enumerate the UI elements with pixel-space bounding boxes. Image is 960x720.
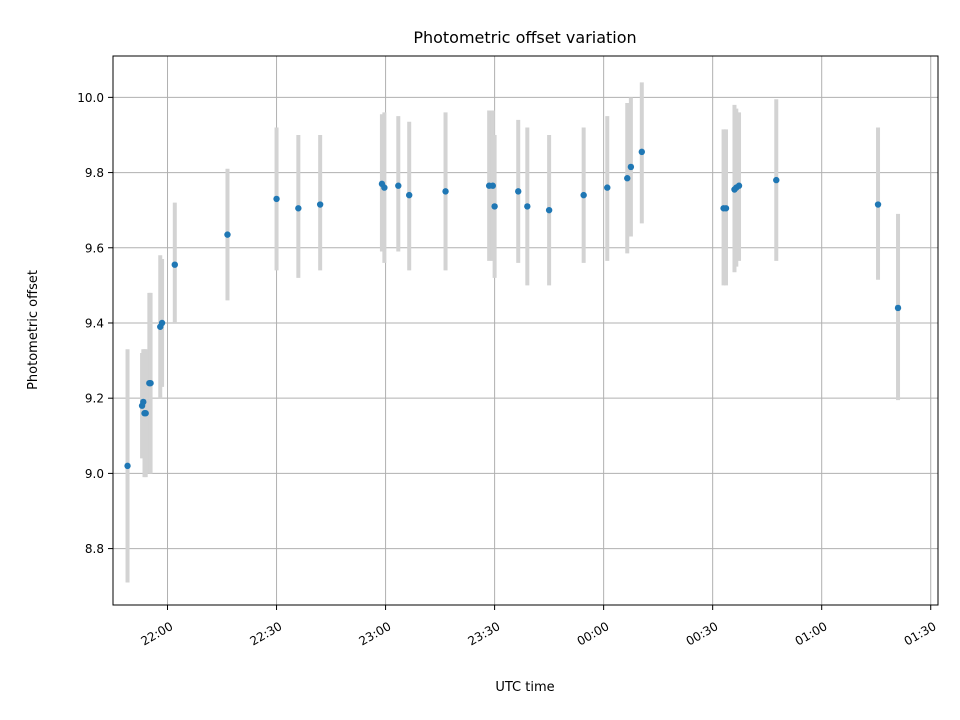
- chart-title: Photometric offset variation: [413, 28, 636, 47]
- data-point: [491, 203, 498, 210]
- x-tick-label: 23:30: [466, 619, 503, 648]
- data-point: [627, 163, 635, 171]
- y-tick-label: 9.4: [85, 316, 104, 330]
- data-point: [224, 231, 231, 238]
- x-axis-label: UTC time: [495, 680, 554, 695]
- data-point: [142, 410, 149, 417]
- x-tick-label: 22:30: [247, 619, 284, 648]
- data-point: [273, 195, 280, 203]
- y-tick-label: 9.8: [85, 166, 104, 180]
- x-tick-label: 01:30: [902, 619, 939, 648]
- data-point: [171, 261, 178, 268]
- data-point: [158, 319, 166, 327]
- data-point: [773, 176, 780, 184]
- data-point: [395, 182, 402, 189]
- data-point: [894, 304, 902, 312]
- plot-frame: [112, 55, 939, 606]
- y-axis-ticks: 8.8 9.0 9.2 9.4 9.6 9.8 10.0: [77, 91, 113, 556]
- data-point: [735, 182, 743, 189]
- data-point: [140, 398, 147, 406]
- data-point: [524, 203, 531, 210]
- y-tick-label: 9.2: [85, 392, 104, 406]
- x-axis-ticks: 22:00 22:30 23:00 23:30 00:00 00:30 01:00 01:30: [138, 605, 939, 649]
- data-point: [624, 175, 631, 182]
- data-point: [604, 184, 611, 191]
- y-tick-label: 9.6: [85, 241, 104, 255]
- data-point: [381, 184, 388, 191]
- data-point: [489, 182, 496, 189]
- data-point: [515, 188, 522, 195]
- data-point: [295, 205, 302, 212]
- data-point: [545, 206, 553, 214]
- x-tick-label: 00:00: [575, 619, 612, 648]
- x-tick-label: 00:30: [684, 619, 721, 648]
- data-points: [124, 148, 902, 470]
- data-point: [124, 462, 131, 470]
- x-tick-label: 22:00: [138, 619, 175, 648]
- y-tick-label: 9.0: [85, 467, 104, 481]
- data-point: [580, 191, 587, 199]
- data-point: [638, 148, 645, 156]
- data-point: [722, 205, 730, 212]
- y-tick-label: 8.8: [85, 542, 104, 556]
- data-point: [147, 379, 154, 387]
- data-point: [406, 191, 413, 199]
- data-point: [316, 201, 324, 208]
- x-tick-label: 01:00: [793, 619, 830, 648]
- x-tick-label: 23:00: [357, 619, 394, 648]
- y-axis-label: Photometric offset: [26, 270, 41, 390]
- data-point: [442, 188, 449, 195]
- data-point: [874, 201, 882, 208]
- errorbars: [125, 82, 901, 583]
- y-tick-label: 10.0: [77, 91, 104, 105]
